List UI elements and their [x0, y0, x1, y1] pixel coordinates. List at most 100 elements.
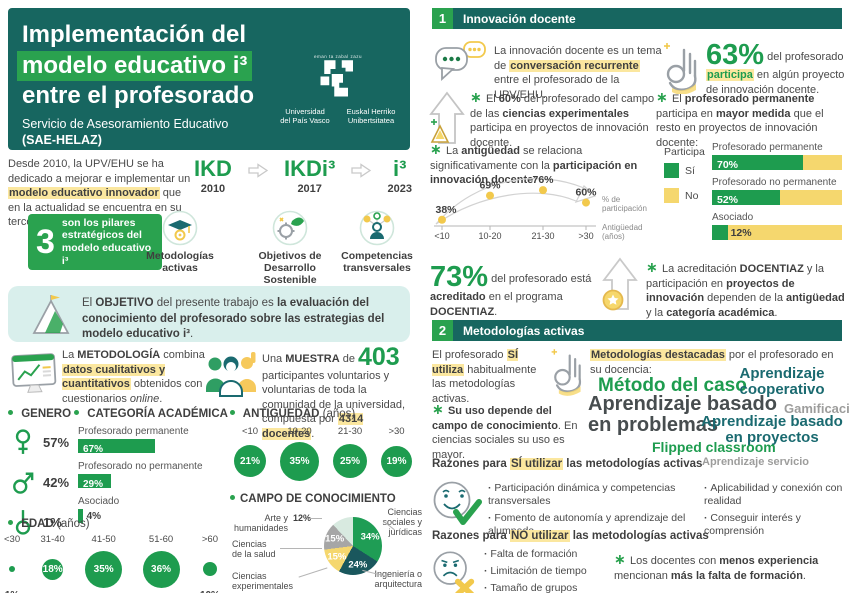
gender-title: GENERO: [8, 408, 71, 420]
pie-slice-value: 34%: [360, 531, 380, 543]
timeline-item: IKDi³ 2017: [284, 158, 335, 196]
medal-arrow-icon: [602, 257, 638, 311]
three-pillars-badge: 3 son los pilares estratégicos del model…: [28, 214, 162, 270]
reasons-yes-list-2: Aplicabilidad y conexión con realidad Con…: [704, 482, 848, 543]
pie-label-engineering: Ingeniería o arquitectura: [374, 569, 422, 590]
logo-name-es: Universidad del País Vasco: [280, 107, 330, 125]
sad-face-x-icon: [433, 551, 475, 593]
legend-no-swatch: [664, 188, 679, 203]
participation-bar-value: 52%: [717, 194, 739, 206]
age-title: EDAD (años): [8, 518, 89, 530]
bubble: 35%: [280, 441, 319, 481]
title-line2-highlight: modelo educativo i³: [17, 50, 253, 82]
bubble: 35%: [85, 550, 123, 588]
methodologies-word-cloud: Método del caso Aprendizaje cooperativo Ap…: [586, 364, 850, 468]
reason-item: Falta de formación: [484, 548, 620, 561]
bubble-value: 19%: [386, 455, 407, 467]
upv-ehu-logo: eman ta zabal zazu Universidad del País V…: [274, 54, 402, 125]
ok-hand-icon: [551, 349, 582, 396]
legend-yes: Sí: [664, 163, 705, 178]
chart-part: 38%: [435, 204, 457, 216]
field-use-note: ∗ Su uso depende del campo de conocimien…: [432, 402, 578, 461]
reason-item: Tamaño de grupos: [484, 582, 620, 593]
leader-line: [280, 548, 322, 549]
category-bar: [78, 509, 83, 523]
chart-part: 21-30: [531, 231, 554, 241]
participation-bar-chart: Profesorado permanente 70% Profesorado no …: [712, 142, 846, 247]
category-bar-value: 29%: [83, 479, 104, 490]
pillars-text: son los pilares estratégicos del modelo …: [61, 216, 152, 267]
title-line3: entre el profesorado: [22, 82, 255, 110]
reasons-yes-list-1: Participación dinámica y competencias tr…: [488, 482, 706, 543]
chat-bubbles-icon: [435, 41, 486, 82]
bubble: 21%: [234, 445, 266, 477]
reason-item: Conseguir interés y comprensión: [704, 512, 848, 538]
chart-part: <10: [434, 231, 449, 241]
section2-number: 2: [432, 320, 453, 341]
pie-slice-value: 15%: [325, 533, 345, 545]
timeline-name: i³: [392, 156, 407, 181]
bubble: 19%: [381, 445, 412, 477]
category-title: CATEGORÍA ACADÉMICA: [74, 408, 228, 420]
pie-slice-value: 24%: [348, 559, 368, 571]
timeline-name: IKD: [194, 156, 232, 181]
people-network-icon: [359, 210, 395, 246]
section1-title: Innovación docente: [463, 11, 576, 26]
participation-text: 63% del profesorado participa en algún p…: [706, 39, 845, 96]
participation-bar-label: Asociado: [712, 212, 754, 223]
gender-stats: 57% 42% 1%: [12, 428, 69, 548]
chart-part: 76%: [532, 174, 554, 186]
category-bar: 67%: [78, 439, 156, 455]
pie-label-social: Ciencias sociales y jurídicas: [382, 507, 422, 538]
pillar-active-methodologies: Metodologías activas: [134, 210, 226, 274]
pie-label-arts: Arte y humanidades: [233, 513, 288, 534]
seniority-participation-note: ∗ La antigüedad se relaciona significati…: [430, 142, 638, 187]
chart-part: >30: [578, 231, 593, 241]
timeline-year: 2017: [297, 183, 322, 195]
gender-row-male: 42%: [12, 468, 69, 496]
timeline-year: 2010: [200, 183, 226, 195]
participation-bar-track: 70%: [712, 155, 842, 171]
category-bar-value: 67%: [83, 444, 104, 455]
data-point: [438, 215, 446, 224]
methodology-word: Flipped classroom: [652, 439, 776, 455]
methodology-text: La METODOLOGÍA combina datos cualitativo…: [62, 349, 205, 405]
category-bar-value: 4%: [86, 510, 102, 522]
bubble-item: >60 10%: [200, 534, 220, 593]
participa-legend: Participa Sí No: [664, 146, 705, 203]
participation-bar-value: 70%: [717, 159, 739, 171]
field-of-knowledge-block: CAMPO DE CONOCIMIENTO 34% 24% 15% 15% Arte …: [230, 493, 422, 591]
bubble-item: >30 19%: [381, 426, 412, 482]
bubble-label: 41-50: [91, 534, 116, 545]
logo-name-eu: Euskal Herriko Unibertsitatea: [346, 107, 396, 125]
legend-title: Participa: [664, 146, 705, 158]
docentiaz-text: 73% del profesorado está acreditado en e…: [430, 261, 592, 318]
methodology-word: Aprendizaje servicio: [702, 456, 809, 468]
participation-bar-track: 52%: [712, 190, 842, 206]
objective-text: El OBJETIVO del presente trabajo es la e…: [82, 297, 385, 341]
bubble-label: >60: [201, 534, 218, 545]
pillar-sdg: Objetivos de Desarrollo Sostenible: [240, 210, 340, 286]
participation-bar-row: Profesorado no permanente 52%: [712, 177, 846, 206]
chart-part: 60%: [575, 187, 597, 199]
bubble-label: 21-30: [337, 426, 363, 437]
chart-part: participación: [602, 204, 647, 213]
reason-item: Participación dinámica y competencias tr…: [488, 482, 706, 508]
category-bar-chart: Profesorado permanente 67% Profesorado no …: [78, 426, 218, 531]
participation-bar-label: Profesorado permanente: [712, 142, 823, 153]
bubble-value: 18%: [42, 563, 63, 575]
bubble-item: 51-60 36%: [142, 534, 180, 593]
reasons-yes-heading: Razones para SÍ utilizar las metodología…: [432, 458, 703, 470]
chart-part: (años): [602, 232, 625, 241]
methodology-word: Método del caso: [598, 375, 747, 396]
timeline: IKD 2010 IKDi³ 2017 i³ 2023: [194, 156, 412, 196]
chart-part: % de: [602, 195, 621, 204]
leader-line: [309, 518, 322, 519]
experience-note: ∗ Los docentes con menos experiencia men…: [614, 552, 819, 582]
legend-no: No: [664, 188, 705, 203]
mountain-flag-icon: [32, 295, 70, 334]
upv-ehu-tree-icon: [320, 60, 353, 97]
category-bar-label: Profesorado permanente: [78, 426, 189, 437]
seniority-bubble-chart: <10 21% 10-20 35% 21-30 25% >30 19%: [234, 426, 412, 482]
